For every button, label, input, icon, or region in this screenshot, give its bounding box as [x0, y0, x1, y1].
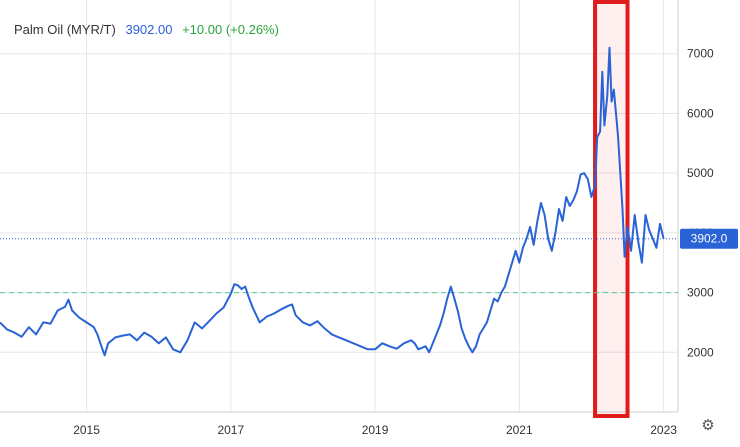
- y-tick-label: 7000: [687, 47, 714, 61]
- chart-legend: Palm Oil (MYR/T) 3902.00 +10.00 (+0.26%): [14, 22, 285, 37]
- x-tick-label: 2017: [217, 423, 244, 437]
- gear-icon[interactable]: ⚙: [701, 417, 715, 434]
- x-tick-label: 2023: [650, 423, 677, 437]
- y-tick-label: 5000: [687, 166, 714, 180]
- current-price: 3902.00: [125, 22, 173, 37]
- price-change: +10.00 (+0.26%): [182, 22, 279, 37]
- x-tick-label: 2015: [73, 423, 100, 437]
- x-tick-label: 2019: [362, 423, 389, 437]
- y-tick-label: 3000: [687, 286, 714, 300]
- y-tick-label: 6000: [687, 106, 714, 120]
- last-price-label: 3902.0: [691, 232, 728, 246]
- price-series-line: [0, 46, 665, 357]
- y-tick-label: 2000: [687, 345, 714, 359]
- instrument-name: Palm Oil (MYR/T): [14, 22, 116, 37]
- last-price-badge: [680, 228, 738, 249]
- x-tick-label: 2021: [506, 423, 533, 437]
